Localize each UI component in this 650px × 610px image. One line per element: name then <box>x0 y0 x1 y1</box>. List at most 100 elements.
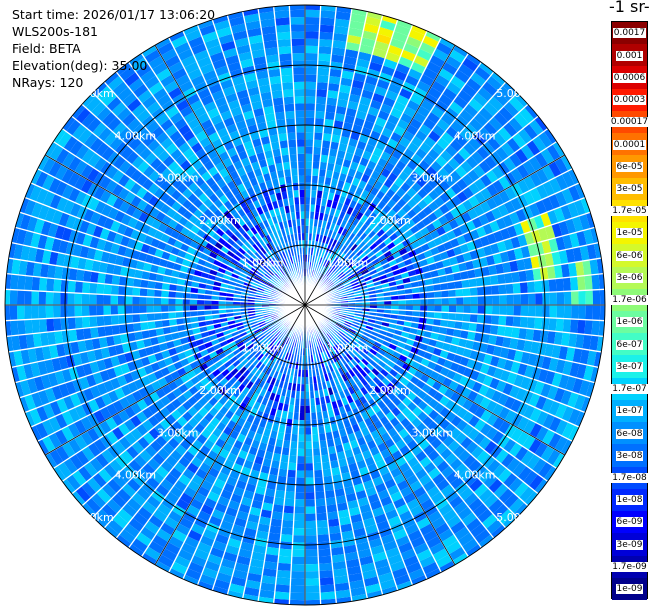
range-gate-cell <box>53 317 62 332</box>
range-gate-cell <box>279 325 286 332</box>
range-gate-cell <box>386 359 396 369</box>
range-gate-cell <box>24 290 32 305</box>
range-gate-cell <box>384 508 399 521</box>
range-gate-cell <box>390 309 399 315</box>
range-gate-cell <box>362 235 372 244</box>
range-gate-cell <box>118 323 128 335</box>
range-gate-cell <box>350 243 358 252</box>
range-gate-cell <box>371 92 385 104</box>
range-gate-cell <box>184 323 193 331</box>
range-gate-cell <box>290 571 305 579</box>
range-gate-cell <box>326 341 333 349</box>
range-gate-cell <box>360 510 374 521</box>
range-gate-cell <box>267 333 275 341</box>
range-gate-cell <box>263 495 275 505</box>
range-gate-cell <box>313 346 319 355</box>
range-gate-cell <box>438 68 455 82</box>
range-gate-cell <box>305 369 309 377</box>
range-gate-cell <box>305 204 311 212</box>
range-gate-cell <box>252 358 260 367</box>
range-gate-cell <box>264 262 272 270</box>
range-gate-cell <box>278 53 293 62</box>
range-gate-cell <box>431 325 441 334</box>
range-gate-cell <box>343 322 352 328</box>
range-gate-cell <box>74 419 87 435</box>
range-gate-cell <box>568 168 580 185</box>
range-gate-cell <box>592 305 601 321</box>
range-gate-cell <box>160 430 173 443</box>
range-gate-cell <box>221 258 231 266</box>
range-gate-cell <box>120 450 134 464</box>
range-gate-cell <box>187 480 201 493</box>
range-gate-cell <box>117 187 130 201</box>
range-gate-cell <box>357 548 373 559</box>
range-gate-cell <box>133 277 142 288</box>
range-gate-cell <box>266 61 281 71</box>
range-gate-cell <box>376 520 391 531</box>
range-gate-cell <box>323 118 335 128</box>
range-gate-cell <box>131 155 145 170</box>
range-gate-cell <box>227 205 238 216</box>
range-gate-cell <box>373 40 390 52</box>
range-gate-cell <box>244 262 253 270</box>
range-gate-cell <box>527 243 538 258</box>
range-gate-cell <box>155 465 170 479</box>
range-gate-cell <box>208 213 219 224</box>
range-gate-cell <box>167 437 180 450</box>
range-gate-cell <box>82 362 93 377</box>
range-gate-cell <box>87 442 102 458</box>
range-gate-cell <box>310 412 318 421</box>
range-gate-cell <box>369 305 377 309</box>
range-gate-cell <box>255 530 269 540</box>
range-gate-cell <box>260 324 268 331</box>
range-gate-cell <box>273 445 283 455</box>
range-gate-cell <box>142 395 155 407</box>
range-gate-cell <box>334 232 341 241</box>
range-gate-cell <box>323 351 329 359</box>
range-gate-cell <box>154 312 162 321</box>
range-gate-cell <box>336 351 344 360</box>
range-gate-cell <box>342 441 352 452</box>
range-gate-cell <box>269 353 277 362</box>
range-gate-cell <box>137 436 150 450</box>
range-gate-cell <box>259 355 267 364</box>
range-gate-cell <box>273 338 280 346</box>
range-gate-cell <box>349 469 361 479</box>
range-gate-cell <box>310 189 318 198</box>
range-gate-cell <box>544 252 554 267</box>
range-gate-cell <box>360 223 369 233</box>
range-gate-cell <box>200 479 214 492</box>
range-gate-cell <box>256 353 265 361</box>
range-gate-cell <box>593 242 602 259</box>
range-gate-cell <box>332 337 339 345</box>
range-gate-cell <box>305 161 313 169</box>
range-gate-cell <box>382 540 398 552</box>
range-gate-cell <box>318 249 323 258</box>
range-gate-cell <box>291 175 299 184</box>
range-gate-cell <box>117 295 126 305</box>
range-gate-cell <box>250 217 259 227</box>
range-gate-cell <box>197 580 214 591</box>
range-gate-cell <box>439 447 453 461</box>
range-gate-cell <box>439 349 449 360</box>
range-gate-cell <box>294 491 305 500</box>
range-gate-cell <box>324 325 331 332</box>
range-gate-cell <box>329 539 344 549</box>
range-gate-cell <box>305 513 317 521</box>
range-gate-cell <box>444 334 453 345</box>
range-gate-cell <box>589 335 599 352</box>
range-gate-cell <box>367 337 376 345</box>
range-gate-cell <box>470 150 485 165</box>
range-gate-cell <box>292 189 300 198</box>
range-gate-cell <box>342 121 354 132</box>
range-gate-cell <box>453 500 469 515</box>
range-gate-cell <box>381 223 391 233</box>
range-gate-cell <box>305 225 310 234</box>
range-gate-cell <box>254 215 263 224</box>
range-gate-cell <box>436 460 450 473</box>
range-gate-cell <box>468 195 480 208</box>
range-gate-cell <box>46 277 55 292</box>
range-gate-cell <box>81 446 96 462</box>
range-gate-cell <box>499 305 507 316</box>
range-gate-cell <box>538 131 553 149</box>
